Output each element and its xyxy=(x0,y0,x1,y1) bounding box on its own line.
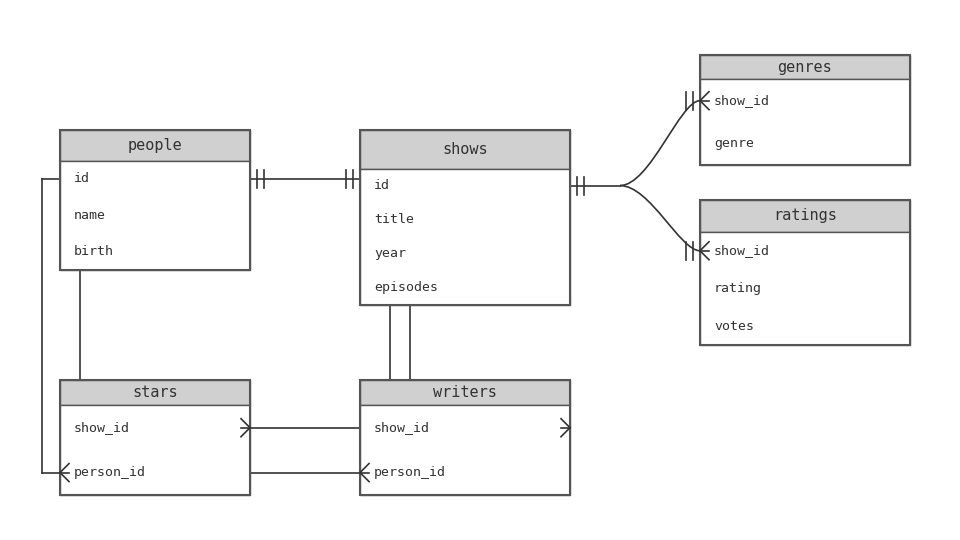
Text: person_id: person_id xyxy=(74,466,146,479)
Text: show_id: show_id xyxy=(374,421,430,434)
Text: episodes: episodes xyxy=(374,281,438,294)
Text: genres: genres xyxy=(778,59,832,75)
Text: people: people xyxy=(128,138,182,153)
Text: ratings: ratings xyxy=(773,208,837,224)
Bar xyxy=(60,380,250,495)
Text: show_id: show_id xyxy=(714,94,770,107)
Bar xyxy=(60,380,250,406)
Text: writers: writers xyxy=(433,385,497,400)
Bar xyxy=(700,200,910,232)
Bar xyxy=(60,130,250,161)
Text: show_id: show_id xyxy=(74,421,130,434)
Bar xyxy=(360,168,570,305)
Bar xyxy=(360,130,570,305)
Bar xyxy=(700,79,910,165)
Text: year: year xyxy=(374,247,406,260)
Bar xyxy=(360,380,570,406)
Text: shows: shows xyxy=(443,141,488,157)
Text: birth: birth xyxy=(74,245,114,258)
Text: title: title xyxy=(374,213,414,226)
Text: name: name xyxy=(74,209,106,222)
Text: votes: votes xyxy=(714,320,754,333)
Bar xyxy=(60,161,250,270)
Text: rating: rating xyxy=(714,282,762,295)
Text: id: id xyxy=(74,172,90,186)
Bar xyxy=(700,200,910,345)
Bar xyxy=(60,130,250,270)
Text: stars: stars xyxy=(132,385,178,400)
Bar xyxy=(360,130,570,168)
Bar xyxy=(700,232,910,345)
Bar xyxy=(360,406,570,495)
Text: genre: genre xyxy=(714,137,754,150)
Text: show_id: show_id xyxy=(714,244,770,257)
Text: id: id xyxy=(374,179,390,192)
Bar xyxy=(700,55,910,79)
Bar xyxy=(700,55,910,165)
Bar xyxy=(60,406,250,495)
Text: person_id: person_id xyxy=(374,466,446,479)
Bar xyxy=(360,380,570,495)
